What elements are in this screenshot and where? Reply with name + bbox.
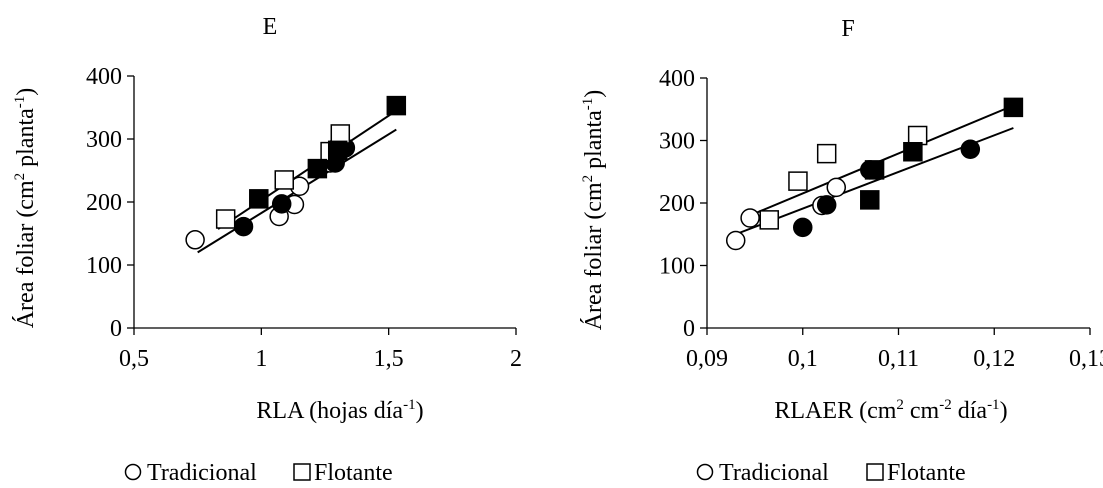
legend-tradicional-label: Tradicional: [147, 460, 257, 486]
legend-open-square-marker: [293, 463, 311, 481]
ylabel-superscript-1: 2: [580, 175, 596, 183]
panel-e-points: [185, 95, 407, 250]
y-tick-label: 100: [659, 254, 695, 280]
xlabel-mid-2: día: [952, 398, 988, 424]
ylabel-superscript-1: 2: [12, 173, 28, 181]
y-tick-label: 0: [110, 316, 122, 342]
ylabel-main: Área foliar (cm: [13, 180, 39, 328]
data-point-filled-circle: [233, 216, 254, 237]
y-tick-label: 300: [659, 129, 695, 155]
ylabel-mid: planta: [13, 108, 39, 173]
data-point-open-circle: [740, 208, 760, 228]
data-point-open-square: [816, 143, 837, 164]
trendline: [217, 109, 397, 230]
data-point-filled-square: [327, 140, 348, 161]
x-tick-label: 0,09: [686, 346, 728, 372]
y-tick-label: 400: [659, 66, 695, 92]
panel-f: F 0 100 200 300 400 0,09 0,1 0,11 0,12 0,13 RLAER…: [580, 16, 1103, 424]
data-point-open-square: [759, 210, 779, 230]
data-point-open-square: [330, 124, 351, 144]
y-tick-label: 300: [86, 127, 122, 153]
ylabel-mid: planta: [581, 110, 607, 175]
xlabel-superscript-1: 2: [896, 397, 904, 413]
x-tick-label: 1,5: [374, 346, 404, 372]
panel-f-y-axis-title: Área foliar (cm2 planta-1): [580, 90, 607, 331]
y-tick-label: 100: [86, 253, 122, 279]
data-point-filled-square: [903, 142, 923, 162]
data-point-open-circle: [826, 177, 847, 198]
panel-f-points: [725, 97, 1024, 251]
x-tick-label: 0,1: [788, 346, 818, 372]
x-tick-label: 0,13: [1069, 346, 1103, 372]
data-point-filled-square: [386, 95, 407, 116]
xlabel-end: ): [416, 398, 424, 424]
y-tick-label: 200: [86, 190, 122, 216]
data-point-filled-square: [307, 158, 328, 179]
panel-f-axes: 0 100 200 300 400 0,09 0,1 0,11 0,12 0,13: [659, 66, 1103, 372]
legend-flotante-label: Flotante: [314, 460, 393, 486]
data-point-open-square: [907, 125, 928, 146]
y-tick-label: 400: [86, 64, 122, 90]
xlabel-end: ): [1000, 398, 1008, 424]
xlabel-main: RLA (hojas día: [256, 398, 403, 424]
xlabel-superscript: -1: [403, 397, 416, 413]
data-point-open-square: [788, 171, 808, 191]
y-tick-label: 0: [683, 316, 695, 342]
xlabel-superscript-2: -2: [939, 397, 952, 413]
xlabel-mid: cm: [904, 398, 940, 424]
legend-open-circle-marker: [124, 463, 142, 481]
data-point-filled-square: [1003, 97, 1024, 118]
ylabel-superscript-2: -1: [12, 96, 28, 109]
data-point-filled-square: [249, 189, 269, 209]
data-point-open-circle: [185, 230, 205, 250]
panel-e-axes: 0 100 200 300 400 0,5 1 1,5 2: [86, 64, 522, 372]
data-point-filled-circle: [271, 194, 292, 214]
data-point-filled-square: [860, 190, 880, 210]
data-point-open-square: [215, 209, 236, 229]
ylabel-end: ): [581, 90, 607, 98]
ylabel-main: Área foliar (cm: [581, 182, 607, 330]
x-tick-label: 1: [255, 346, 267, 372]
panel-label-e: E: [263, 14, 278, 40]
legend-open-square-marker: [866, 463, 884, 481]
data-point-filled-circle: [793, 217, 813, 238]
legend-tradicional-label: Tradicional: [719, 460, 829, 486]
panel-f-x-axis-title: RLAER (cm2 cm-2 día-1): [774, 397, 1007, 424]
panel-label-f: F: [841, 16, 854, 42]
xlabel-main: RLAER (cm: [774, 398, 896, 424]
x-tick-label: 2: [510, 346, 522, 372]
legend-flotante-label: Flotante: [887, 460, 966, 486]
data-point-open-circle: [725, 230, 746, 251]
legend-e: Tradicional Flotante: [124, 460, 393, 486]
x-tick-label: 0,12: [973, 346, 1015, 372]
y-tick-label: 200: [659, 191, 695, 217]
legend-f: Tradicional Flotante: [696, 460, 966, 486]
panel-e-y-axis-title: Área foliar (cm2 planta-1): [12, 88, 39, 329]
ylabel-superscript-2: -1: [580, 98, 596, 111]
panel-e-x-axis-title: RLA (hojas día-1): [256, 397, 423, 424]
xlabel-superscript-3: -1: [987, 397, 1000, 413]
data-point-filled-circle: [816, 195, 837, 215]
x-tick-label: 0,11: [878, 346, 919, 372]
ylabel-end: ): [13, 88, 39, 96]
data-point-filled-circle: [960, 139, 981, 159]
legend-open-circle-marker: [696, 463, 714, 481]
x-tick-label: 0,5: [119, 346, 149, 372]
data-point-filled-square: [864, 160, 885, 180]
data-point-open-square: [274, 170, 295, 190]
